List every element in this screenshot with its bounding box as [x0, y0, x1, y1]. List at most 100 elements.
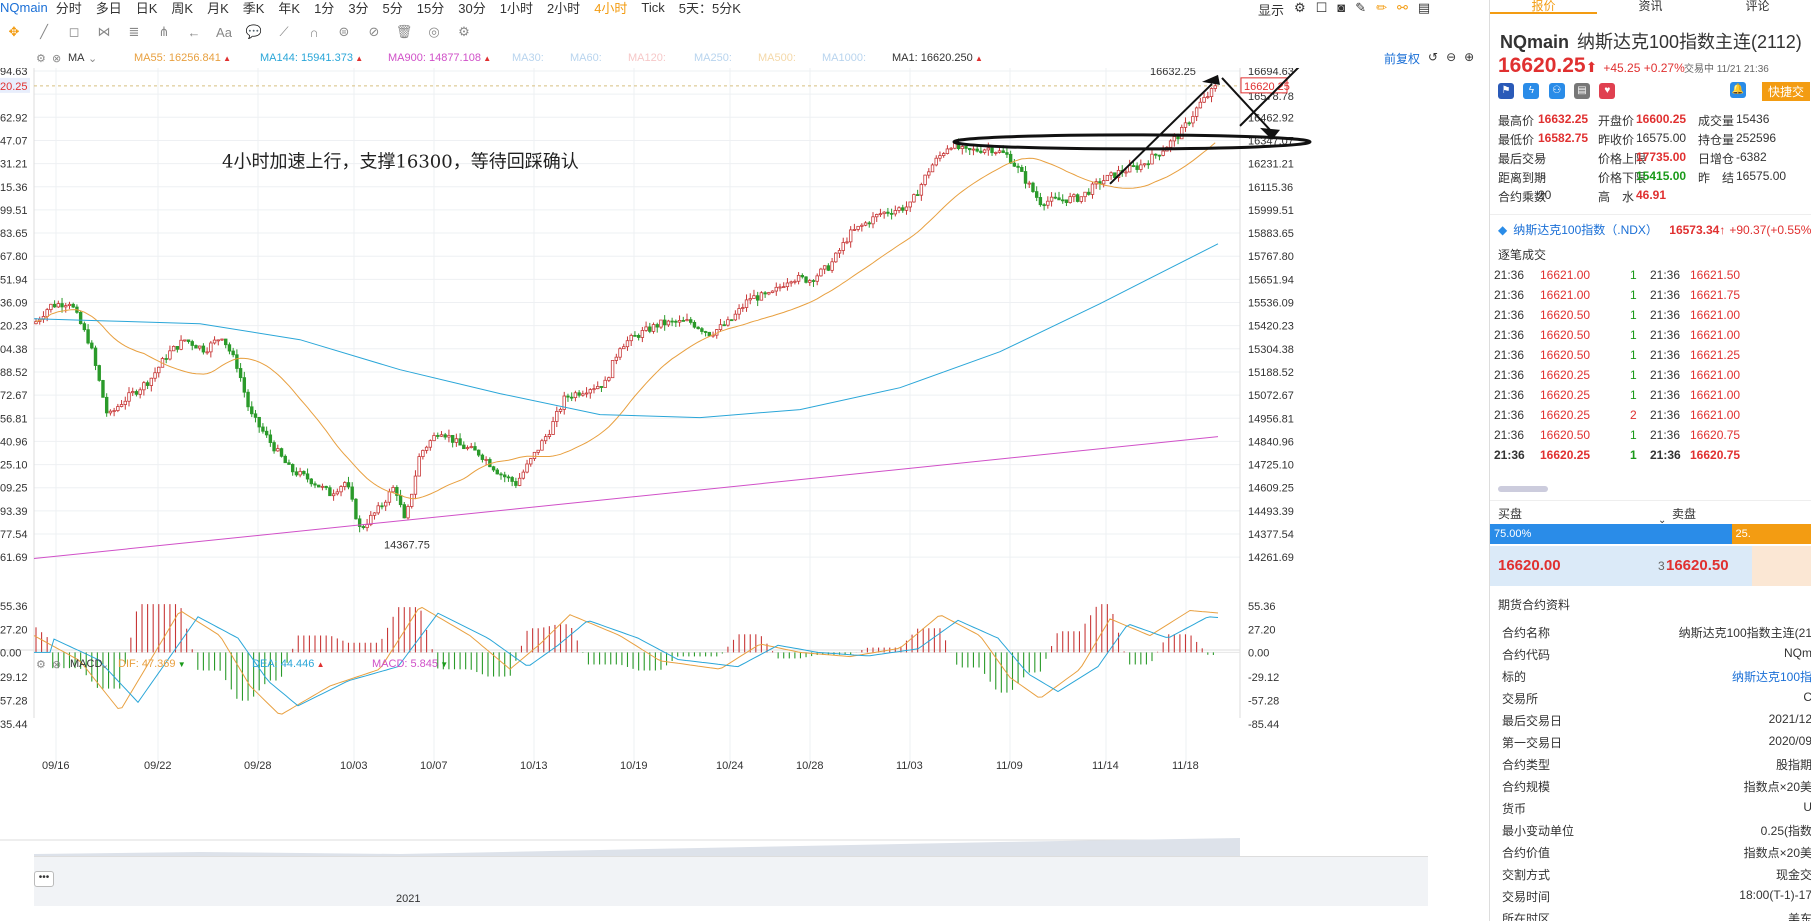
spec-key: 合约规模	[1502, 780, 1551, 794]
window-icon[interactable]: ☐	[1315, 0, 1328, 15]
macd-type[interactable]: MACD	[70, 658, 103, 670]
candle-body	[752, 295, 756, 299]
trade-row[interactable]: 21:36 16620.25 1 21:36 16620.75	[1494, 448, 1811, 468]
gear-icon[interactable]: ⚙	[1294, 0, 1306, 15]
period-5[interactable]: 季K	[242, 0, 265, 16]
hide-icon[interactable]: ⊘	[368, 24, 380, 39]
ruler-tool-icon[interactable]: ⟋	[279, 24, 289, 39]
trade-row[interactable]: 21:36 16620.50 1 21:36 16621.25	[1494, 348, 1811, 368]
bell-icon[interactable]: 🔔	[1730, 82, 1746, 98]
buy-label: 买盘	[1498, 507, 1523, 521]
link-icon[interactable]: ⚯	[1397, 0, 1408, 15]
time-navigator[interactable]: ••• 2021	[34, 856, 1428, 906]
period-4[interactable]: 月K	[207, 0, 229, 16]
kline-chart[interactable]: 16694.6394.6316462.9262.9216347.0747.071…	[0, 68, 1489, 856]
symbol-label[interactable]: NQmain	[0, 0, 48, 15]
period-11[interactable]: 30分	[458, 0, 486, 16]
line-tool-icon[interactable]: ╱	[40, 24, 48, 39]
best-ask[interactable]: 16620.50	[1666, 546, 1811, 586]
heart-icon[interactable]: ♥	[1599, 83, 1616, 99]
date-tick-label: 10/03	[340, 760, 368, 772]
undo-icon[interactable]: ↺	[1428, 50, 1439, 64]
price-row: 16620.25⬆ +45.25 +0.27% 交易中 11/21 21:36	[1498, 54, 1811, 78]
fuquan-button[interactable]: 前复权	[1384, 52, 1421, 66]
doc-icon[interactable]: ▤	[1417, 0, 1431, 15]
trade-row[interactable]: 21:36 16620.50 1 21:36 16620.75	[1494, 428, 1811, 448]
lock-icon[interactable]: ⊜	[338, 24, 350, 39]
trade-row[interactable]: 21:36 16621.00 1 21:36 16621.75	[1494, 288, 1811, 308]
eye-icon[interactable]: ◎	[428, 24, 440, 39]
up-triangle-icon: ▲	[314, 660, 325, 669]
gear-icon[interactable]: ⚙	[36, 52, 46, 65]
camera-icon[interactable]: ◙	[1337, 0, 1346, 15]
pen-icon[interactable]: ✏	[1376, 0, 1387, 15]
display-menu[interactable]: 显示	[1258, 3, 1285, 18]
more-button[interactable]: •••	[34, 871, 54, 887]
spec-row: 合约规模 指数点×20美	[1502, 778, 1811, 800]
spec-value[interactable]: 纳斯达克100指	[1731, 670, 1811, 684]
price-tick-label: 16115.36	[1248, 182, 1293, 194]
gear-icon[interactable]: ⚙	[36, 659, 46, 671]
candle-body	[465, 447, 470, 450]
best-bid[interactable]: 16620.00 3	[1490, 546, 1752, 586]
period-6[interactable]: 年K	[278, 0, 301, 16]
candle-body	[633, 334, 637, 337]
period-13[interactable]: 2小时	[546, 0, 581, 16]
magnet-icon[interactable]: ∩	[309, 24, 319, 40]
period-12[interactable]: 1小时	[499, 0, 533, 16]
edit-icon[interactable]: ✎	[1355, 0, 1367, 15]
trade-row[interactable]: 21:36 16620.50 1 21:36 16621.00	[1494, 328, 1811, 348]
close-icon[interactable]: ⊗	[52, 659, 62, 671]
period-10[interactable]: 15分	[416, 0, 445, 16]
trades-list[interactable]: 21:36 16621.00 1 21:36 16621.50 21:36 16621.00…	[1494, 268, 1811, 468]
chevron-down-icon[interactable]: ⌄	[100, 659, 110, 671]
trade-row[interactable]: 21:36 16621.00 1 21:36 16621.50	[1494, 268, 1811, 288]
period-15[interactable]: Tick	[641, 0, 665, 15]
period-1[interactable]: 多日	[95, 0, 122, 16]
trade-row[interactable]: 21:36 16620.25 1 21:36 16621.00	[1494, 388, 1811, 408]
period-0[interactable]: 分时	[55, 0, 82, 16]
candle-body	[1064, 199, 1069, 203]
candle-body	[499, 473, 503, 476]
text-tool-icon[interactable]: Aa	[216, 24, 232, 40]
tab-comments[interactable]: 评论	[1745, 0, 1770, 13]
quick-trade-button[interactable]: 快捷交	[1761, 82, 1810, 101]
fib-tool-icon[interactable]: ≣	[128, 24, 140, 39]
period-8[interactable]: 3分	[348, 0, 369, 16]
arrow-tool-icon[interactable]: ←	[187, 24, 201, 40]
trade-row[interactable]: 21:36 16620.25 2 21:36 16621.00	[1494, 408, 1811, 428]
crosshair-icon[interactable]: ✥	[8, 24, 20, 39]
comment-tool-icon[interactable]: 💬	[245, 24, 263, 39]
trade-row[interactable]: 21:36 16620.50 1 21:36 16621.00	[1494, 308, 1811, 328]
index-name[interactable]: 纳斯达克100指数（.NDX）	[1513, 223, 1658, 237]
period-14[interactable]: 4小时	[594, 0, 628, 16]
candle-body	[328, 487, 332, 497]
trash-icon[interactable]: 🗑	[395, 24, 413, 39]
trades-scrollbar[interactable]	[1498, 486, 1548, 492]
chevron-down-icon[interactable]: ⌄	[1658, 515, 1667, 526]
period-3[interactable]: 周K	[171, 0, 194, 16]
period-2[interactable]: 日K	[135, 0, 158, 16]
trade-cell: 16621.00	[1690, 328, 1741, 342]
candle-body	[722, 324, 726, 327]
trade-row[interactable]: 21:36 16620.25 1 21:36 16621.00	[1494, 368, 1811, 388]
candle-body	[610, 360, 615, 379]
candle-body	[153, 372, 157, 379]
tab-news[interactable]: 资讯	[1638, 0, 1663, 13]
tab-quote[interactable]: 报价	[1490, 0, 1597, 14]
shape-tool-icon[interactable]: ◻	[68, 24, 80, 39]
minus-icon[interactable]: ⊖	[1446, 50, 1457, 64]
close-icon[interactable]: ⊗	[52, 52, 62, 65]
macd-tick-label: 0.00	[1248, 647, 1269, 659]
period-16[interactable]: 5天：5分K	[678, 0, 741, 16]
chevron-down-icon[interactable]: ⌄	[88, 52, 98, 65]
settings-icon[interactable]: ⚙	[458, 24, 470, 39]
fork-tool-icon[interactable]: ⋈	[97, 24, 111, 39]
plus-icon[interactable]: ⊕	[1464, 50, 1475, 64]
candle-body	[157, 366, 161, 374]
underlying-index[interactable]: ◆ 纳斯达克100指数（.NDX） 16573.34↑ +90.37(+0.55%	[1490, 214, 1811, 240]
indicator-type[interactable]: MA	[68, 52, 85, 64]
period-9[interactable]: 5分	[382, 0, 403, 16]
period-7[interactable]: 1分	[314, 0, 335, 16]
pitch-tool-icon[interactable]: ⋔	[158, 24, 170, 39]
